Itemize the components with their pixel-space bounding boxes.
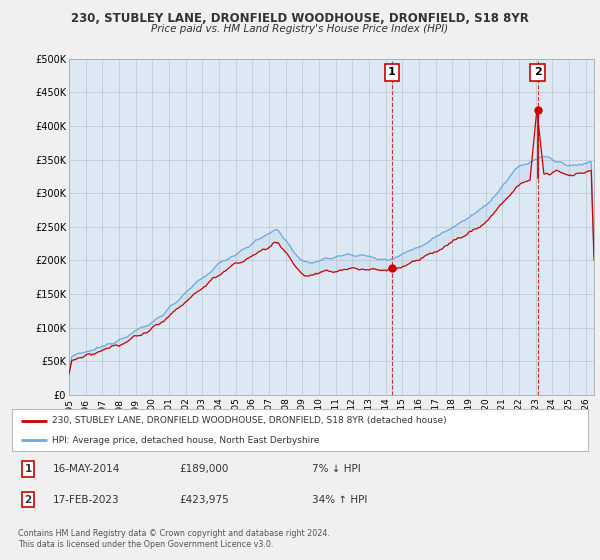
- Text: 16-MAY-2014: 16-MAY-2014: [52, 464, 119, 474]
- Text: 1: 1: [388, 67, 396, 77]
- Text: 34% ↑ HPI: 34% ↑ HPI: [311, 495, 367, 505]
- Text: 1: 1: [25, 464, 32, 474]
- Text: Contains HM Land Registry data © Crown copyright and database right 2024.
This d: Contains HM Land Registry data © Crown c…: [18, 529, 330, 549]
- Text: 17-FEB-2023: 17-FEB-2023: [52, 495, 119, 505]
- Text: 7% ↓ HPI: 7% ↓ HPI: [311, 464, 360, 474]
- Text: 2: 2: [25, 495, 32, 505]
- Text: 2: 2: [534, 67, 542, 77]
- Text: Price paid vs. HM Land Registry's House Price Index (HPI): Price paid vs. HM Land Registry's House …: [151, 24, 449, 34]
- Text: 230, STUBLEY LANE, DRONFIELD WOODHOUSE, DRONFIELD, S18 8YR: 230, STUBLEY LANE, DRONFIELD WOODHOUSE, …: [71, 12, 529, 25]
- Text: 230, STUBLEY LANE, DRONFIELD WOODHOUSE, DRONFIELD, S18 8YR (detached house): 230, STUBLEY LANE, DRONFIELD WOODHOUSE, …: [52, 416, 447, 425]
- Text: £189,000: £189,000: [179, 464, 229, 474]
- Text: £423,975: £423,975: [179, 495, 229, 505]
- Text: HPI: Average price, detached house, North East Derbyshire: HPI: Average price, detached house, Nort…: [52, 436, 320, 445]
